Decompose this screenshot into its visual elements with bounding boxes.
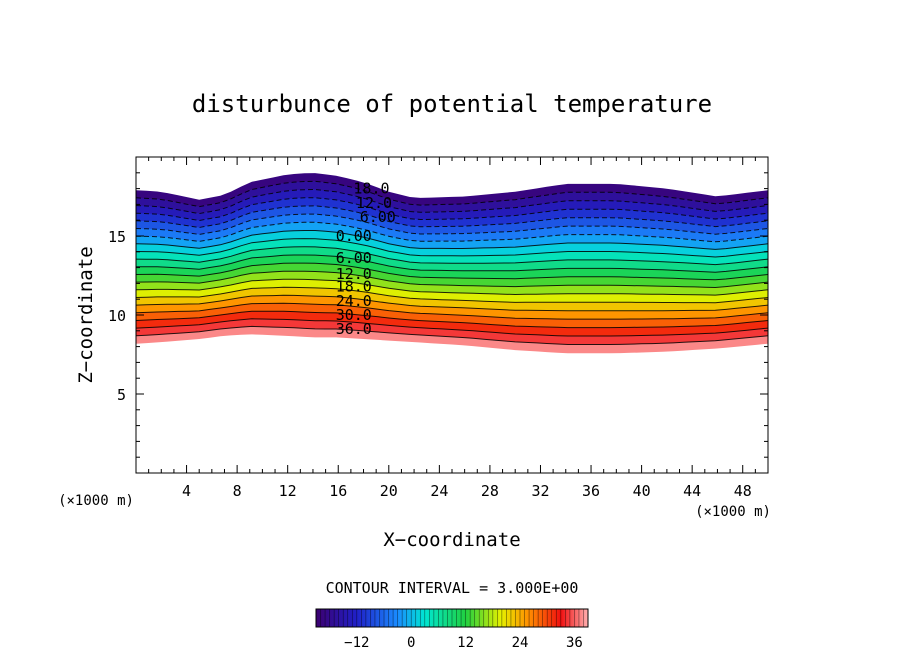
colorbar: −12 0 12 24 36 — [315, 608, 589, 651]
field-band — [136, 279, 768, 303]
y-tick-label: 15 — [108, 228, 126, 246]
field-band — [136, 295, 768, 320]
x-tick-label: 32 — [531, 482, 549, 500]
field-band — [136, 311, 768, 337]
contour-label: 6.00 — [360, 208, 396, 226]
contour-line — [136, 286, 768, 304]
contour-line — [136, 213, 768, 235]
x-tick-label: 28 — [481, 482, 499, 500]
x-tick-label: 20 — [380, 482, 398, 500]
y-axis-label: Z−coordinate — [75, 246, 97, 383]
y-axis-ticks: 5 10 15 — [108, 172, 768, 458]
contour-line — [136, 294, 768, 312]
contour-label: 18.0 — [336, 278, 372, 296]
contour-line — [136, 254, 768, 273]
contour-line — [136, 278, 768, 296]
contour-interval-label: CONTOUR INTERVAL = 3.000E+00 — [326, 579, 579, 597]
contour-label: 6.00 — [336, 249, 372, 267]
colorbar-tick-label: 0 — [407, 635, 415, 651]
x-tick-label: 48 — [734, 482, 752, 500]
contour-label: 36.0 — [336, 320, 372, 338]
y-unit-label: (×1000 m) — [58, 493, 134, 509]
contour-label: 0.00 — [336, 227, 372, 245]
contour-lines — [136, 180, 768, 345]
field-band — [136, 173, 768, 207]
contour-line — [136, 205, 768, 229]
contour-label: 12.0 — [356, 194, 392, 212]
x-tick-label: 44 — [683, 482, 701, 500]
field-band — [136, 263, 768, 288]
contour-line — [136, 262, 768, 281]
contour-line — [136, 318, 768, 337]
field-band — [136, 230, 768, 258]
field-band — [136, 205, 768, 235]
x-tick-label: 4 — [182, 482, 191, 500]
x-axis-ticks: 4 8 12 16 20 24 28 32 36 40 44 48 — [148, 157, 756, 500]
x-tick-label: 8 — [233, 482, 242, 500]
colorbar-tick-label: −12 — [344, 635, 369, 651]
field-band — [136, 181, 768, 214]
contour-line — [136, 302, 768, 320]
contour-line — [136, 270, 768, 289]
contour-label: 24.0 — [336, 292, 372, 310]
contour-line — [136, 246, 768, 266]
contour-line — [136, 238, 768, 258]
field-band — [136, 255, 768, 281]
field-band — [136, 214, 768, 243]
contour-label: 18.0 — [353, 180, 389, 198]
colorbar-divisions — [320, 609, 584, 627]
y-tick-label: 10 — [108, 307, 126, 325]
field-band — [136, 238, 768, 265]
colorbar-tick-label: 36 — [566, 635, 583, 651]
plot-field — [136, 173, 768, 354]
field-band — [136, 318, 768, 345]
contour-line — [136, 221, 768, 243]
field-band — [136, 189, 768, 221]
field-band — [136, 271, 768, 296]
x-axis-label: X−coordinate — [383, 529, 520, 551]
contour-line — [136, 310, 768, 329]
field-band — [136, 246, 768, 273]
contour-label: 12.0 — [336, 265, 372, 283]
field-band — [136, 303, 768, 328]
y-tick-label: 5 — [117, 386, 126, 404]
chart-title: disturbunce of potential temperature — [192, 90, 712, 118]
contour-line — [136, 230, 768, 250]
x-tick-label: 16 — [329, 482, 347, 500]
contour-line — [136, 188, 768, 215]
colorbar-tick-labels: −12 0 12 24 36 — [344, 635, 583, 651]
field-band — [136, 287, 768, 311]
colorbar-tick-label: 24 — [512, 635, 529, 651]
x-tick-label: 40 — [633, 482, 651, 500]
x-tick-label: 36 — [582, 482, 600, 500]
x-unit-label: (×1000 m) — [695, 504, 771, 520]
contour-line — [136, 180, 768, 208]
field-band — [136, 197, 768, 228]
x-tick-label: 12 — [279, 482, 297, 500]
contour-line — [136, 325, 768, 345]
x-tick-label: 24 — [430, 482, 448, 500]
field-band — [136, 326, 768, 354]
contour-label: 30.0 — [336, 306, 372, 324]
contour-line — [136, 197, 768, 222]
colorbar-tick-label: 12 — [457, 635, 474, 651]
